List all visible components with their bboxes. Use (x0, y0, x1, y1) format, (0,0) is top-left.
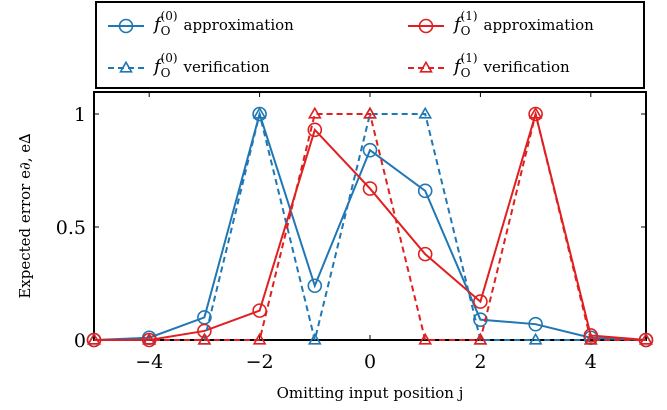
legend-swatch-marker (118, 18, 134, 34)
data-point (142, 332, 157, 345)
legend-swatch-marker (419, 60, 433, 73)
y-tick-label: 1 (74, 104, 86, 126)
data-point (473, 332, 488, 345)
data-point (473, 312, 488, 327)
y-axis-label: Expected error e∂, e∆ (16, 133, 34, 298)
legend-frame (95, 1, 645, 89)
data-point (307, 278, 323, 294)
x-tick-label: 0 (364, 351, 376, 373)
legend-swatch-marker (119, 60, 133, 73)
data-point (417, 246, 433, 262)
data-point (307, 122, 323, 138)
series-1 (86, 106, 654, 348)
legend-item: fO(1) verification (408, 51, 570, 80)
legend-swatch-marker (418, 18, 434, 34)
y-tick-label: 0 (74, 330, 86, 352)
data-point (307, 332, 322, 345)
data-point (307, 106, 322, 119)
legend-item: fO(1) approximation (408, 9, 594, 38)
series-line (94, 113, 646, 341)
legend-label: fO(0) approximation (152, 9, 294, 38)
x-tick-label: 2 (474, 351, 486, 373)
legend-item: fO(0) verification (108, 51, 270, 80)
series-layer (86, 106, 654, 348)
axis-ticks: −4 −2 0 2 4 0 0.5 1 (56, 92, 646, 373)
legend-label: fO(0) verification (152, 51, 270, 80)
x-tick-label: 4 (585, 351, 597, 373)
data-point (528, 106, 543, 119)
series-line (93, 110, 647, 341)
data-point (363, 106, 377, 119)
legend-label: fO(1) approximation (452, 9, 594, 38)
data-point (418, 106, 433, 119)
data-point (362, 181, 378, 196)
y-tick-label: 0.5 (56, 217, 86, 239)
x-tick-label: −2 (246, 351, 274, 373)
data-point (639, 332, 653, 345)
data-point (583, 328, 599, 343)
data-point (362, 142, 378, 158)
data-point (417, 183, 433, 199)
legend-item: fO(0) approximation (108, 9, 294, 38)
series-4 (87, 106, 653, 345)
legend-label: fO(1) verification (452, 51, 570, 80)
data-point (583, 332, 598, 345)
data-point (528, 316, 543, 332)
data-point (197, 332, 212, 345)
data-point (252, 106, 267, 119)
data-point (87, 332, 101, 345)
data-point (473, 294, 488, 309)
x-tick-label: −4 (135, 351, 163, 373)
plot-area (93, 91, 647, 341)
data-point (418, 332, 433, 345)
x-axis-label: Omitting input position j (277, 384, 464, 402)
data-point (252, 332, 267, 345)
legend: fO(0) approximation fO(1) approximation fO(0… (95, 1, 645, 89)
data-point (528, 332, 543, 345)
